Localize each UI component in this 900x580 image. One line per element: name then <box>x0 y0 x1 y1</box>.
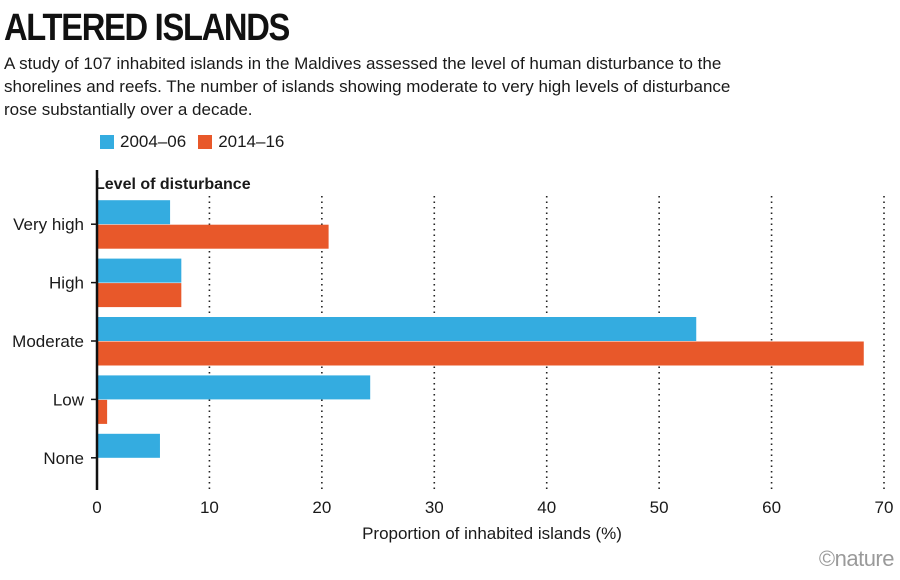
nature-credit: ©nature <box>818 546 895 571</box>
x-tick-label: 0 <box>92 498 101 517</box>
category-label: None <box>43 449 84 468</box>
legend: 2004–06 2014–16 <box>100 132 296 152</box>
x-tick-label: 40 <box>537 498 556 517</box>
legend-item-2014-16: 2014–16 <box>198 132 284 152</box>
bar <box>97 258 182 283</box>
x-tick-label: 20 <box>312 498 331 517</box>
bar <box>97 433 160 458</box>
legend-swatch-2004-06 <box>100 135 114 149</box>
legend-label-2004-06: 2004–06 <box>120 132 187 151</box>
bar <box>97 399 108 424</box>
x-tick-label: 30 <box>425 498 444 517</box>
bar <box>97 317 697 341</box>
category-axis-title: Level of disturbance <box>95 176 251 193</box>
category-label: Low <box>53 390 85 409</box>
chart-title: ALTERED ISLANDS <box>4 7 290 49</box>
bar <box>97 200 171 225</box>
bar <box>97 375 371 400</box>
x-tick-label: 70 <box>875 498 894 517</box>
legend-label-2014-16: 2014–16 <box>218 132 285 151</box>
category-label: Very high <box>13 215 84 234</box>
category-label: High <box>49 274 84 293</box>
x-tick-label: 10 <box>200 498 219 517</box>
category-label: Moderate <box>12 332 84 351</box>
legend-swatch-2014-16 <box>198 135 213 149</box>
axes: Level of disturbance Proportion of inhab… <box>12 170 893 543</box>
bars <box>97 200 864 458</box>
x-tick-label: 60 <box>762 498 781 517</box>
x-axis-label: Proportion of inhabited islands (%) <box>362 524 622 543</box>
bar <box>97 341 864 366</box>
bar <box>97 224 329 249</box>
bar <box>97 283 182 308</box>
legend-item-2004-06: 2004–06 <box>100 132 186 152</box>
x-tick-label: 50 <box>650 498 669 517</box>
chart-subtitle: A study of 107 inhabited islands in the … <box>4 54 731 119</box>
